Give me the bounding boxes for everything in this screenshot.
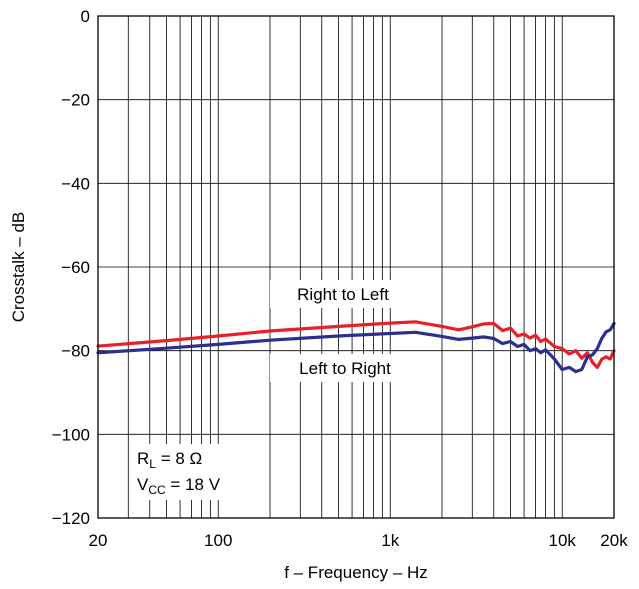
major-gridlines (98, 99, 614, 435)
x-tick-label: 10k (549, 531, 577, 550)
y-tick-label: 0 (81, 7, 90, 26)
x-tick-label: 20k (600, 531, 628, 550)
x-tick-label: 1k (381, 531, 399, 550)
series-line-1 (96, 321, 616, 374)
plot-frame (97, 15, 615, 519)
annotation-left-to-right: Left to Right (299, 359, 391, 378)
y-tick-label: −40 (61, 174, 90, 193)
vcc-subscript: CC (148, 483, 166, 497)
y-tick-labels: 0 −20 −40 −60 −80 −100 −120 (52, 7, 90, 528)
y-tick-label: −80 (61, 342, 90, 361)
x-axis-label: f – Frequency – Hz (284, 563, 428, 582)
y-tick-label: −20 (61, 91, 90, 110)
rl-value: = 8 Ω (156, 449, 202, 468)
series-line-0 (96, 320, 616, 369)
y-axis-label: Crosstalk – dB (9, 212, 28, 323)
rl-subscript: L (149, 457, 156, 471)
rl-symbol: R (137, 449, 149, 468)
y-tick-label: −100 (52, 425, 90, 444)
annotation-right-to-left: Right to Left (297, 285, 389, 304)
series-lines (96, 320, 616, 374)
annotation-bg-right-to-left (270, 280, 410, 308)
vcc-value: = 18 V (166, 475, 221, 494)
annotation-supply-voltage: VCC = 18 V (137, 475, 221, 497)
y-tick-label: −120 (52, 509, 90, 528)
vcc-symbol: V (137, 475, 149, 494)
annotation-backgrounds (130, 280, 410, 500)
annotation-bg-conditions (130, 444, 242, 500)
x-tick-label: 100 (204, 531, 232, 550)
y-tick-label: −60 (61, 258, 90, 277)
annotation-load-resistance: RL = 8 Ω (137, 449, 202, 471)
x-tick-label: 20 (89, 531, 108, 550)
x-tick-labels: 20 100 1k 10k 20k (89, 531, 629, 550)
annotation-bg-left-to-right (270, 354, 410, 382)
